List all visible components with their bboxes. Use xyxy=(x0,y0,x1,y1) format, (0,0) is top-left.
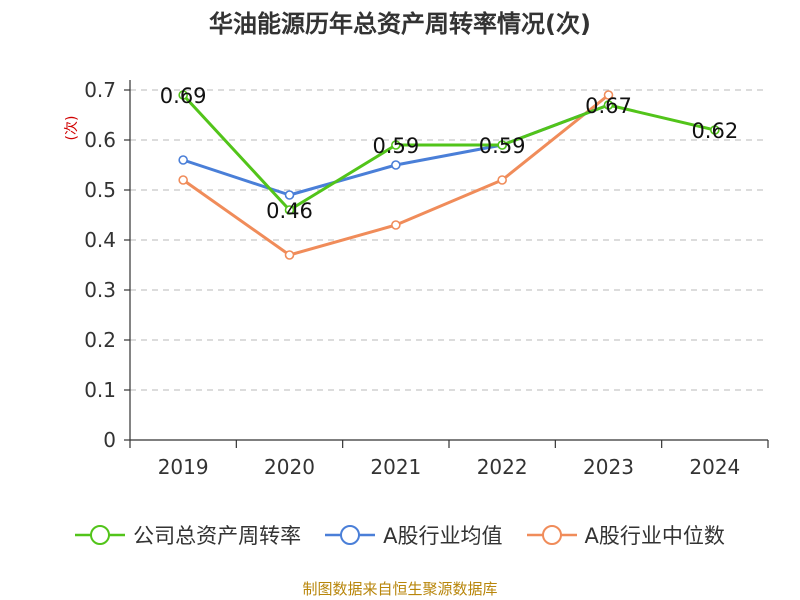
y-tick-label: 0.6 xyxy=(84,128,116,152)
series-point xyxy=(284,205,295,215)
data-label: 0.59 xyxy=(479,134,526,158)
data-label: 0.62 xyxy=(691,119,738,143)
data-label: 0.46 xyxy=(266,199,313,223)
x-tick-label: 2022 xyxy=(477,455,528,479)
x-tick-label: 2023 xyxy=(583,455,634,479)
series-line xyxy=(181,93,610,257)
series-point xyxy=(284,250,295,260)
chart-legend: 公司总资产周转率 A股行业均值 A股行业中位数 xyxy=(0,520,800,550)
series-point xyxy=(178,90,188,100)
x-tick-label: 2019 xyxy=(158,455,209,479)
y-tick-label: 0 xyxy=(103,428,116,452)
series-point xyxy=(284,190,295,200)
legend-marker-icon xyxy=(325,525,376,545)
series-point xyxy=(391,160,401,170)
source-note: 制图数据来自恒生聚源数据库 xyxy=(302,580,498,598)
series-point xyxy=(178,155,188,165)
y-tick-label: 0.1 xyxy=(84,378,116,402)
legend-label: A股行业均值 xyxy=(383,524,503,548)
series-point xyxy=(391,140,401,150)
legend-circle xyxy=(541,525,562,545)
y-tick-label: 0.5 xyxy=(84,178,116,202)
legend-circle xyxy=(340,525,361,545)
legend-item[interactable]: A股行业均值 xyxy=(325,520,503,550)
legend-label: 公司总资产周转率 xyxy=(133,524,302,548)
y-tick-label: 0.4 xyxy=(84,228,116,252)
legend-item[interactable]: 公司总资产周转率 xyxy=(75,520,301,550)
x-tick-label: 2024 xyxy=(689,455,740,479)
series-point xyxy=(710,125,720,135)
series-point xyxy=(497,140,507,150)
y-axis-label: (次) xyxy=(64,116,80,141)
series-point xyxy=(497,175,507,185)
chart-title: 华油能源历年总资产周转率情况(次) xyxy=(209,10,591,38)
legend-circle xyxy=(90,525,111,545)
y-tick-label: 0.7 xyxy=(84,78,116,102)
x-tick-label: 2021 xyxy=(370,455,421,479)
x-tick-label: 2020 xyxy=(264,455,315,479)
series-point xyxy=(391,220,401,230)
series-point xyxy=(603,90,614,100)
series-point xyxy=(603,100,614,110)
y-tick-label: 0.2 xyxy=(84,328,116,352)
legend-marker-icon xyxy=(75,525,126,545)
y-tick-label: 0.3 xyxy=(84,278,116,302)
data-label: 0.67 xyxy=(585,94,632,118)
data-label: 0.59 xyxy=(372,134,419,158)
legend-marker-icon xyxy=(526,525,577,545)
data-label: 0.69 xyxy=(160,84,207,108)
legend-label: A股行业中位数 xyxy=(584,524,725,548)
series-point xyxy=(178,175,188,185)
legend-item[interactable]: A股行业中位数 xyxy=(526,520,725,550)
series-line xyxy=(181,93,717,212)
